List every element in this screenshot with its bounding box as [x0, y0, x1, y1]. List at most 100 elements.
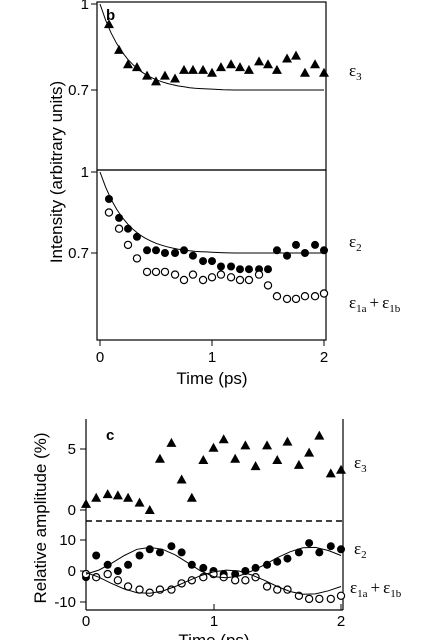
c-bot-open-circle-2	[103, 569, 112, 579]
c-bot-fit-line-2	[85, 546, 342, 579]
legend-b-eps1b-sub: 1b	[389, 303, 401, 315]
c-top-filled-triangle-16	[250, 461, 261, 471]
b-bot-filled-circle-1	[115, 213, 124, 222]
c-top-filled-triangle-3	[112, 490, 123, 500]
b-top-filled-triangle-13	[226, 59, 237, 69]
b-bot-open-circle-3	[132, 254, 142, 263]
b-bot-filled-circle-11	[208, 257, 216, 266]
c-top-y-tick-label-5: 5	[68, 441, 76, 458]
b-bot-open-circle-19	[282, 294, 292, 304]
panel-b-letter: b	[106, 7, 115, 24]
b-top-y-tick-label-1: 1	[81, 0, 89, 13]
legend-b-eps1a-symbol: ε	[349, 293, 356, 312]
legend-b-plus: +	[370, 293, 380, 312]
legend-b-eps1: ε1a + ε1b	[349, 293, 401, 315]
b-bot-open-circle-9	[188, 270, 198, 279]
b-bot-open-circle-4	[142, 267, 152, 277]
b-bot-filled-circle-17	[264, 265, 272, 274]
b-bot-filled-circle-2	[124, 224, 132, 233]
b-bot-filled-circle-6	[160, 249, 169, 257]
legend-c-eps2-sub: 2	[361, 549, 367, 561]
c-top-marks	[81, 430, 346, 514]
c-bot-filled-circle-3	[113, 567, 122, 575]
legend-c-eps2-symbol: ε	[354, 539, 361, 558]
c-bot-filled-circle-7	[155, 548, 164, 557]
b-top-filled-triangle-2	[123, 59, 133, 69]
b-bot-open-circle-12	[216, 270, 226, 279]
c-top-filled-triangle-1	[91, 492, 102, 502]
b-top-filled-triangle-6	[159, 70, 170, 80]
b-bot-filled-circle-9	[188, 251, 197, 260]
c-bot-open-circle-14	[230, 576, 240, 585]
legend-c-eps1b-sub: 1b	[390, 588, 402, 600]
b-bot-filled-circle-10	[199, 257, 208, 266]
c-x-tick-label-0: 0	[82, 613, 90, 630]
c-bot-filled-circle-8	[167, 542, 176, 551]
b-bot-filled-circle-4	[143, 246, 152, 255]
c-bot-open-circle-3	[113, 576, 123, 585]
b-top-filled-triangle-14	[235, 62, 245, 72]
c-x-tick-label-2: 2	[337, 613, 345, 630]
b-bot-open-circle-8	[179, 275, 189, 285]
c-x-axis-title: Time (ps)	[178, 631, 249, 640]
c-bot-y-tick-label-m10: -10	[54, 594, 76, 611]
c-top-filled-triangle-12	[208, 442, 219, 452]
c-top-filled-triangle-13	[218, 434, 229, 444]
c-top-filled-triangle-22	[314, 430, 325, 440]
c-y-axis-title: Relative amplitude (%)	[31, 432, 50, 603]
c-top-filled-triangle-5	[134, 497, 145, 507]
b-top-filled-triangle-21	[299, 67, 310, 77]
legend-c-eps1a-symbol: ε	[350, 578, 357, 597]
c-top-filled-triangle-9	[176, 474, 187, 484]
c-top-filled-triangle-15	[240, 440, 251, 450]
b-top-marks	[99, 3, 329, 91]
c-bot-filled-circle-22	[315, 548, 324, 557]
legend-c-eps1b-symbol: ε	[383, 578, 390, 597]
c-top-filled-triangle-19	[282, 436, 293, 446]
legend-c-eps3: ε3	[354, 453, 367, 475]
b-bot-open-circle-23	[319, 289, 329, 298]
b-bot-open-circle-11	[207, 273, 217, 282]
b-bot-filled-circle-3	[132, 232, 141, 241]
c-bot-y-tick-label-0: 0	[68, 563, 76, 580]
c-bot-filled-circle-11	[199, 563, 208, 572]
b-bot-open-circle-18	[272, 292, 282, 301]
b-bot-open-circle-22	[310, 292, 320, 301]
legend-c-eps3-symbol: ε	[354, 453, 361, 472]
b-top-filled-triangle-7	[170, 73, 181, 83]
legend-b-eps3-symbol: ε	[349, 61, 356, 80]
c-top-filled-triangle-4	[123, 492, 134, 502]
b-bot-open-circle-16	[254, 270, 264, 279]
c-bot-fit-line-3	[85, 569, 342, 595]
c-bot-filled-circle-20	[294, 548, 303, 557]
c-top-y-tick-label-0: 0	[68, 502, 76, 519]
c-top-filled-triangle-0	[81, 498, 91, 508]
b-bot-filled-circle-20	[292, 240, 300, 249]
c-bot-open-circle-23	[326, 594, 335, 604]
panel-b-bottom-frame	[96, 169, 327, 341]
b-x-tick-label-2: 2	[320, 349, 328, 366]
c-top-filled-triangle-7	[154, 453, 165, 463]
b-bot-filled-circle-23	[320, 246, 328, 255]
b-bot-filled-circle-22	[311, 240, 320, 249]
b-bot-open-circle-20	[291, 294, 301, 304]
b-top-filled-triangle-15	[243, 64, 254, 74]
b-bot-filled-circle-7	[171, 249, 180, 257]
legend-b-eps3-sub: 3	[356, 71, 362, 83]
legend-c: ε3 ε2 ε1a + ε1b	[350, 453, 402, 600]
c-top-filled-triangle-11	[198, 454, 209, 464]
b-bot-open-circle-6	[160, 267, 170, 277]
b-top-filled-triangle-19	[282, 53, 293, 63]
c-bot-open-circle-15	[241, 576, 250, 585]
c-top-filled-triangle-24	[336, 464, 346, 474]
c-bot-filled-circle-23	[326, 542, 335, 551]
b-top-filled-triangle-23	[319, 67, 329, 77]
c-x-tick-label-1: 1	[210, 613, 218, 630]
b-bot-filled-circle-12	[216, 262, 225, 271]
c-bot-filled-circle-6	[145, 545, 154, 554]
c-top-filled-triangle-18	[272, 454, 283, 464]
c-top-filled-triangle-23	[325, 468, 336, 478]
c-bot-marks	[81, 539, 346, 604]
b-x-tick-label-1: 1	[208, 349, 216, 366]
b-top-filled-triangle-18	[271, 64, 282, 74]
